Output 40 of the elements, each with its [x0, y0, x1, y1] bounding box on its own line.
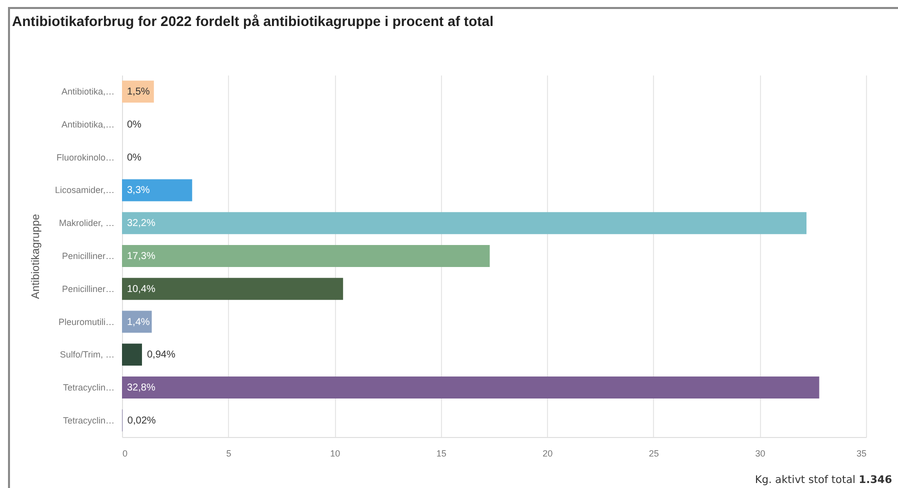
bar: [122, 212, 806, 234]
x-tick-label: 25: [648, 448, 659, 458]
y-tick-label: Antibiotika,…: [61, 119, 114, 130]
data-label: 32,2%: [127, 218, 156, 230]
y-tick-label: Makrolider, …: [58, 218, 114, 228]
y-tick-label: Tetracyclin…: [62, 382, 114, 393]
data-label: 0%: [127, 119, 142, 130]
x-tick-label: 30: [755, 448, 766, 458]
data-label: 0,94%: [146, 350, 176, 361]
y-tick-label: Tetracyclin…: [62, 415, 114, 426]
bar: [122, 278, 344, 300]
bar: [122, 179, 192, 202]
data-label: 1,5%: [127, 86, 150, 98]
y-tick-label: Pleuromutili…: [58, 316, 114, 327]
y-tick-label: Antibiotika,…: [61, 86, 114, 97]
y-tick-label: Licosamider,…: [54, 185, 114, 196]
data-label: 10,4%: [127, 284, 156, 295]
y-tick-label: Penicilliner…: [62, 284, 114, 294]
data-label: 32,8%: [127, 382, 156, 394]
x-tick-label: 15: [436, 448, 446, 458]
chart-title: Antibiotikaforbrug for 2022 fordelt på antibiotikagruppe i procent af total: [12, 13, 494, 29]
x-tick-label: 5: [226, 448, 232, 458]
data-label: 17,3%: [127, 251, 156, 262]
data-label: 0,02%: [127, 415, 156, 426]
y-tick-label: Fluorokinolo…: [56, 152, 114, 162]
y-axis-title: Antibiotikagruppe: [30, 214, 42, 300]
y-tick-label: Penicilliner…: [62, 251, 114, 261]
bar: [122, 376, 820, 399]
x-tick-label: 0: [122, 448, 128, 458]
text: Kg. aktivt stof total 1.346: [754, 474, 892, 486]
x-tick-label: 10: [330, 448, 340, 458]
bar: [122, 310, 152, 333]
bar: [122, 244, 490, 268]
data-label: 0%: [127, 152, 142, 164]
data-label: 1,4%: [127, 316, 150, 328]
x-tick-label: 35: [856, 448, 866, 458]
y-tick-label: Sulfo/Trim, …: [60, 350, 114, 360]
bar: [122, 344, 142, 366]
x-tick-label: 20: [542, 448, 553, 458]
data-label: 3,3%: [127, 185, 150, 196]
